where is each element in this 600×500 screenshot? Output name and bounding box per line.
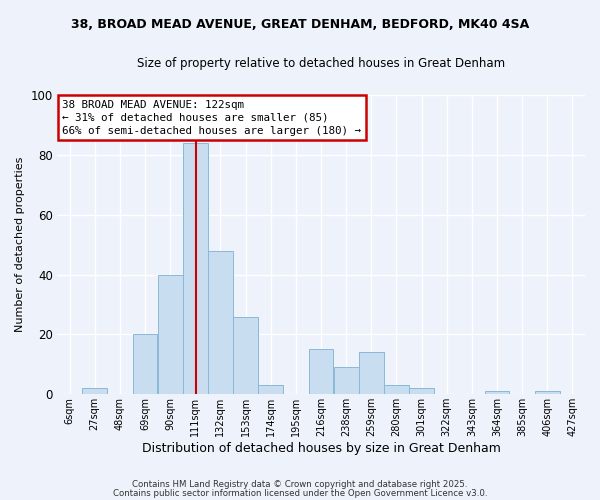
Bar xyxy=(359,352,383,395)
Text: 38 BROAD MEAD AVENUE: 122sqm
← 31% of detached houses are smaller (85)
66% of se: 38 BROAD MEAD AVENUE: 122sqm ← 31% of de… xyxy=(62,100,361,136)
Y-axis label: Number of detached properties: Number of detached properties xyxy=(15,157,25,332)
Bar xyxy=(133,334,157,394)
Bar xyxy=(208,251,233,394)
Bar xyxy=(82,388,107,394)
Bar xyxy=(409,388,434,394)
Text: 38, BROAD MEAD AVENUE, GREAT DENHAM, BEDFORD, MK40 4SA: 38, BROAD MEAD AVENUE, GREAT DENHAM, BED… xyxy=(71,18,529,30)
Bar xyxy=(485,392,509,394)
Bar xyxy=(334,368,359,394)
Bar xyxy=(535,392,560,394)
Bar xyxy=(308,350,334,395)
Bar xyxy=(384,386,409,394)
X-axis label: Distribution of detached houses by size in Great Denham: Distribution of detached houses by size … xyxy=(142,442,500,455)
Bar xyxy=(233,316,258,394)
Title: Size of property relative to detached houses in Great Denham: Size of property relative to detached ho… xyxy=(137,58,505,70)
Bar xyxy=(158,274,182,394)
Bar xyxy=(259,386,283,394)
Text: Contains HM Land Registry data © Crown copyright and database right 2025.: Contains HM Land Registry data © Crown c… xyxy=(132,480,468,489)
Text: Contains public sector information licensed under the Open Government Licence v3: Contains public sector information licen… xyxy=(113,488,487,498)
Bar xyxy=(183,143,208,395)
